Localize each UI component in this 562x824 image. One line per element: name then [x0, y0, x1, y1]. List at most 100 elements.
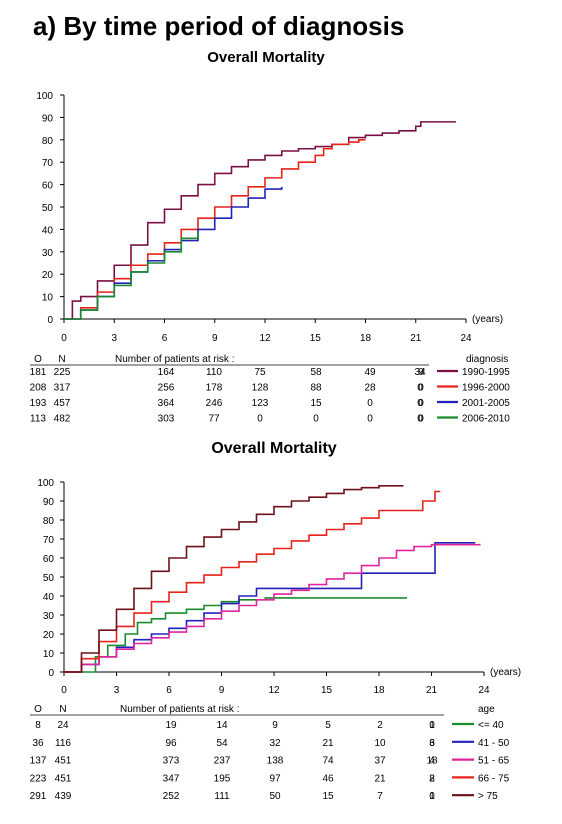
chart-2-risk-value: 111: [214, 791, 230, 802]
chart-2-risk-value: 37: [374, 756, 386, 767]
chart-1-y-tick-label: 80: [42, 136, 54, 147]
chart-1-risk-value: 34: [414, 367, 426, 378]
chart-2-risk-value: 21: [322, 738, 334, 749]
chart-1-risk-value: 75: [254, 367, 266, 378]
chart-2-risk-o-2: 36: [32, 738, 44, 749]
chart-2-risk-value: 46: [322, 773, 334, 784]
chart-1-legend-label-3: 2001-2005: [462, 398, 510, 409]
chart-2-risk-value: 10: [374, 738, 386, 749]
chart-2-series-line-1: [64, 597, 407, 673]
chart-2-risk-o-3: 137: [30, 756, 47, 767]
chart-2-risk-col-n: N: [59, 704, 66, 715]
chart-1-y-tick-label: 50: [42, 203, 54, 214]
chart-1-risk-value: 0: [417, 383, 423, 394]
chart-2-risk-value: 96: [165, 738, 177, 749]
chart-1-risk-n-2: 317: [54, 383, 71, 394]
chart-1-risk-value: 49: [364, 367, 376, 378]
chart-2-risk-value: 252: [163, 791, 180, 802]
chart-1-y-tick-label: 0: [47, 315, 53, 326]
chart-1-legend-label-4: 2006-2010: [462, 414, 510, 425]
chart-1-y-tick-label: 20: [42, 270, 54, 281]
chart-1-risk-o-1: 181: [30, 367, 47, 378]
chart-1-risk-n-1: 225: [54, 367, 71, 378]
chart-1-x-tick-label: 18: [360, 333, 372, 344]
chart-2-title: Overall Mortality: [211, 440, 336, 457]
chart-2-y-tick-label: 90: [43, 497, 55, 508]
chart-2-y-tick-label: 80: [43, 516, 55, 527]
chart-2-series-line-2: [64, 542, 476, 673]
chart-2-risk-value: 237: [214, 756, 231, 767]
chart-2-series-line-5: [64, 485, 404, 673]
chart-2-y-tick-label: 40: [43, 592, 55, 603]
chart-2-x-tick-label: 15: [321, 685, 333, 696]
chart-1-risk-n-4: 482: [54, 414, 71, 425]
chart-1-y-tick-label: 10: [42, 293, 54, 304]
chart-1-risk-value: 0: [417, 414, 423, 425]
chart-1-series-line-1: [64, 121, 456, 320]
chart-2-risk-n-3: 451: [55, 756, 72, 767]
chart-1-series-line-2: [64, 139, 366, 320]
chart-2-risk-value: 15: [322, 791, 334, 802]
chart-2-risk-value: 74: [322, 756, 334, 767]
chart-2-y-tick-label: 70: [43, 535, 55, 546]
chart-1-legend-label-2: 1996-2000: [462, 383, 510, 394]
chart-2-risk-value: 2: [429, 773, 435, 784]
chart-2-legend-label-5: > 75: [478, 791, 498, 802]
chart-1-risk-value: 28: [364, 383, 376, 394]
chart-2-x-unit-label: (years): [490, 667, 521, 678]
chart-2-risk-value: 6: [429, 738, 435, 749]
chart-2-x-tick-label: 6: [166, 685, 172, 696]
chart-1-risk-n-3: 457: [54, 398, 71, 409]
chart-2-risk-o-4: 223: [30, 773, 47, 784]
chart-2-risk-value: 21: [374, 773, 386, 784]
chart-1-risk-value: 0: [418, 383, 424, 394]
chart-2-y-tick-label: 50: [43, 573, 55, 584]
chart-2-y-tick-label: 100: [37, 478, 54, 489]
chart-2-risk-n-5: 439: [55, 791, 72, 802]
chart-1-x-tick-label: 6: [162, 333, 168, 344]
chart-1-risk-value: 110: [206, 367, 222, 378]
chart-1-y-tick-label: 30: [42, 248, 54, 259]
chart-2-risk-o-1: 8: [35, 720, 41, 731]
chart-2-x-tick-label: 21: [426, 685, 438, 696]
figure-heading: a) By time period of diagnosis: [33, 11, 405, 41]
chart-1-y-tick-label: 70: [42, 158, 54, 169]
chart-2-risk-o-5: 291: [30, 791, 47, 802]
chart-1-risk-value: 128: [252, 383, 269, 394]
chart-2-y-tick-label: 0: [48, 668, 54, 679]
chart-1-risk-value: 0: [367, 398, 373, 409]
chart-2-legend-label-1: <= 40: [478, 720, 504, 731]
chart-2-risk-n-4: 451: [55, 773, 72, 784]
chart-1-risk-value: 178: [206, 383, 223, 394]
chart-2-risk-value: 54: [216, 738, 228, 749]
chart-2-risk-value: 3: [429, 738, 435, 749]
chart-2-y-tick-label: 20: [43, 630, 55, 641]
chart-2-risk-value: 2: [377, 720, 383, 731]
chart-2-x-tick-label: 0: [61, 685, 67, 696]
chart-1-risk-value: 0: [417, 398, 423, 409]
chart-2-x-tick-label: 3: [114, 685, 120, 696]
chart-2-risk-value: 97: [269, 773, 281, 784]
chart-1-x-tick-label: 24: [460, 333, 472, 344]
chart-1-risk-value: 246: [206, 398, 223, 409]
chart-1-risk-value: 77: [208, 414, 220, 425]
chart-2-risk-value: 32: [269, 738, 281, 749]
chart-2-x-tick-label: 18: [373, 685, 385, 696]
chart-1-risk-value: 364: [158, 398, 175, 409]
chart-2-risk-value: 373: [163, 756, 180, 767]
chart-2-risk-value: 347: [163, 773, 180, 784]
chart-1-x-tick-label: 21: [410, 333, 422, 344]
chart-1-y-tick-label: 60: [42, 181, 54, 192]
chart-2-risk-value: 1: [429, 791, 435, 802]
chart-2-risk-col-o: O: [34, 704, 42, 715]
chart-1-y-tick-label: 40: [42, 225, 54, 236]
chart-1-series-line-4: [64, 231, 199, 320]
chart-1-risk-o-4: 113: [30, 414, 46, 425]
chart-2-risk-n-1: 24: [57, 720, 69, 731]
chart-1-title: Overall Mortality: [207, 49, 325, 66]
chart-1-risk-value: 0: [367, 414, 373, 425]
chart-2-risk-value: 1: [429, 720, 435, 731]
chart-2-legend-label-4: 66 - 75: [478, 773, 510, 784]
chart-2-x-tick-label: 9: [219, 685, 225, 696]
